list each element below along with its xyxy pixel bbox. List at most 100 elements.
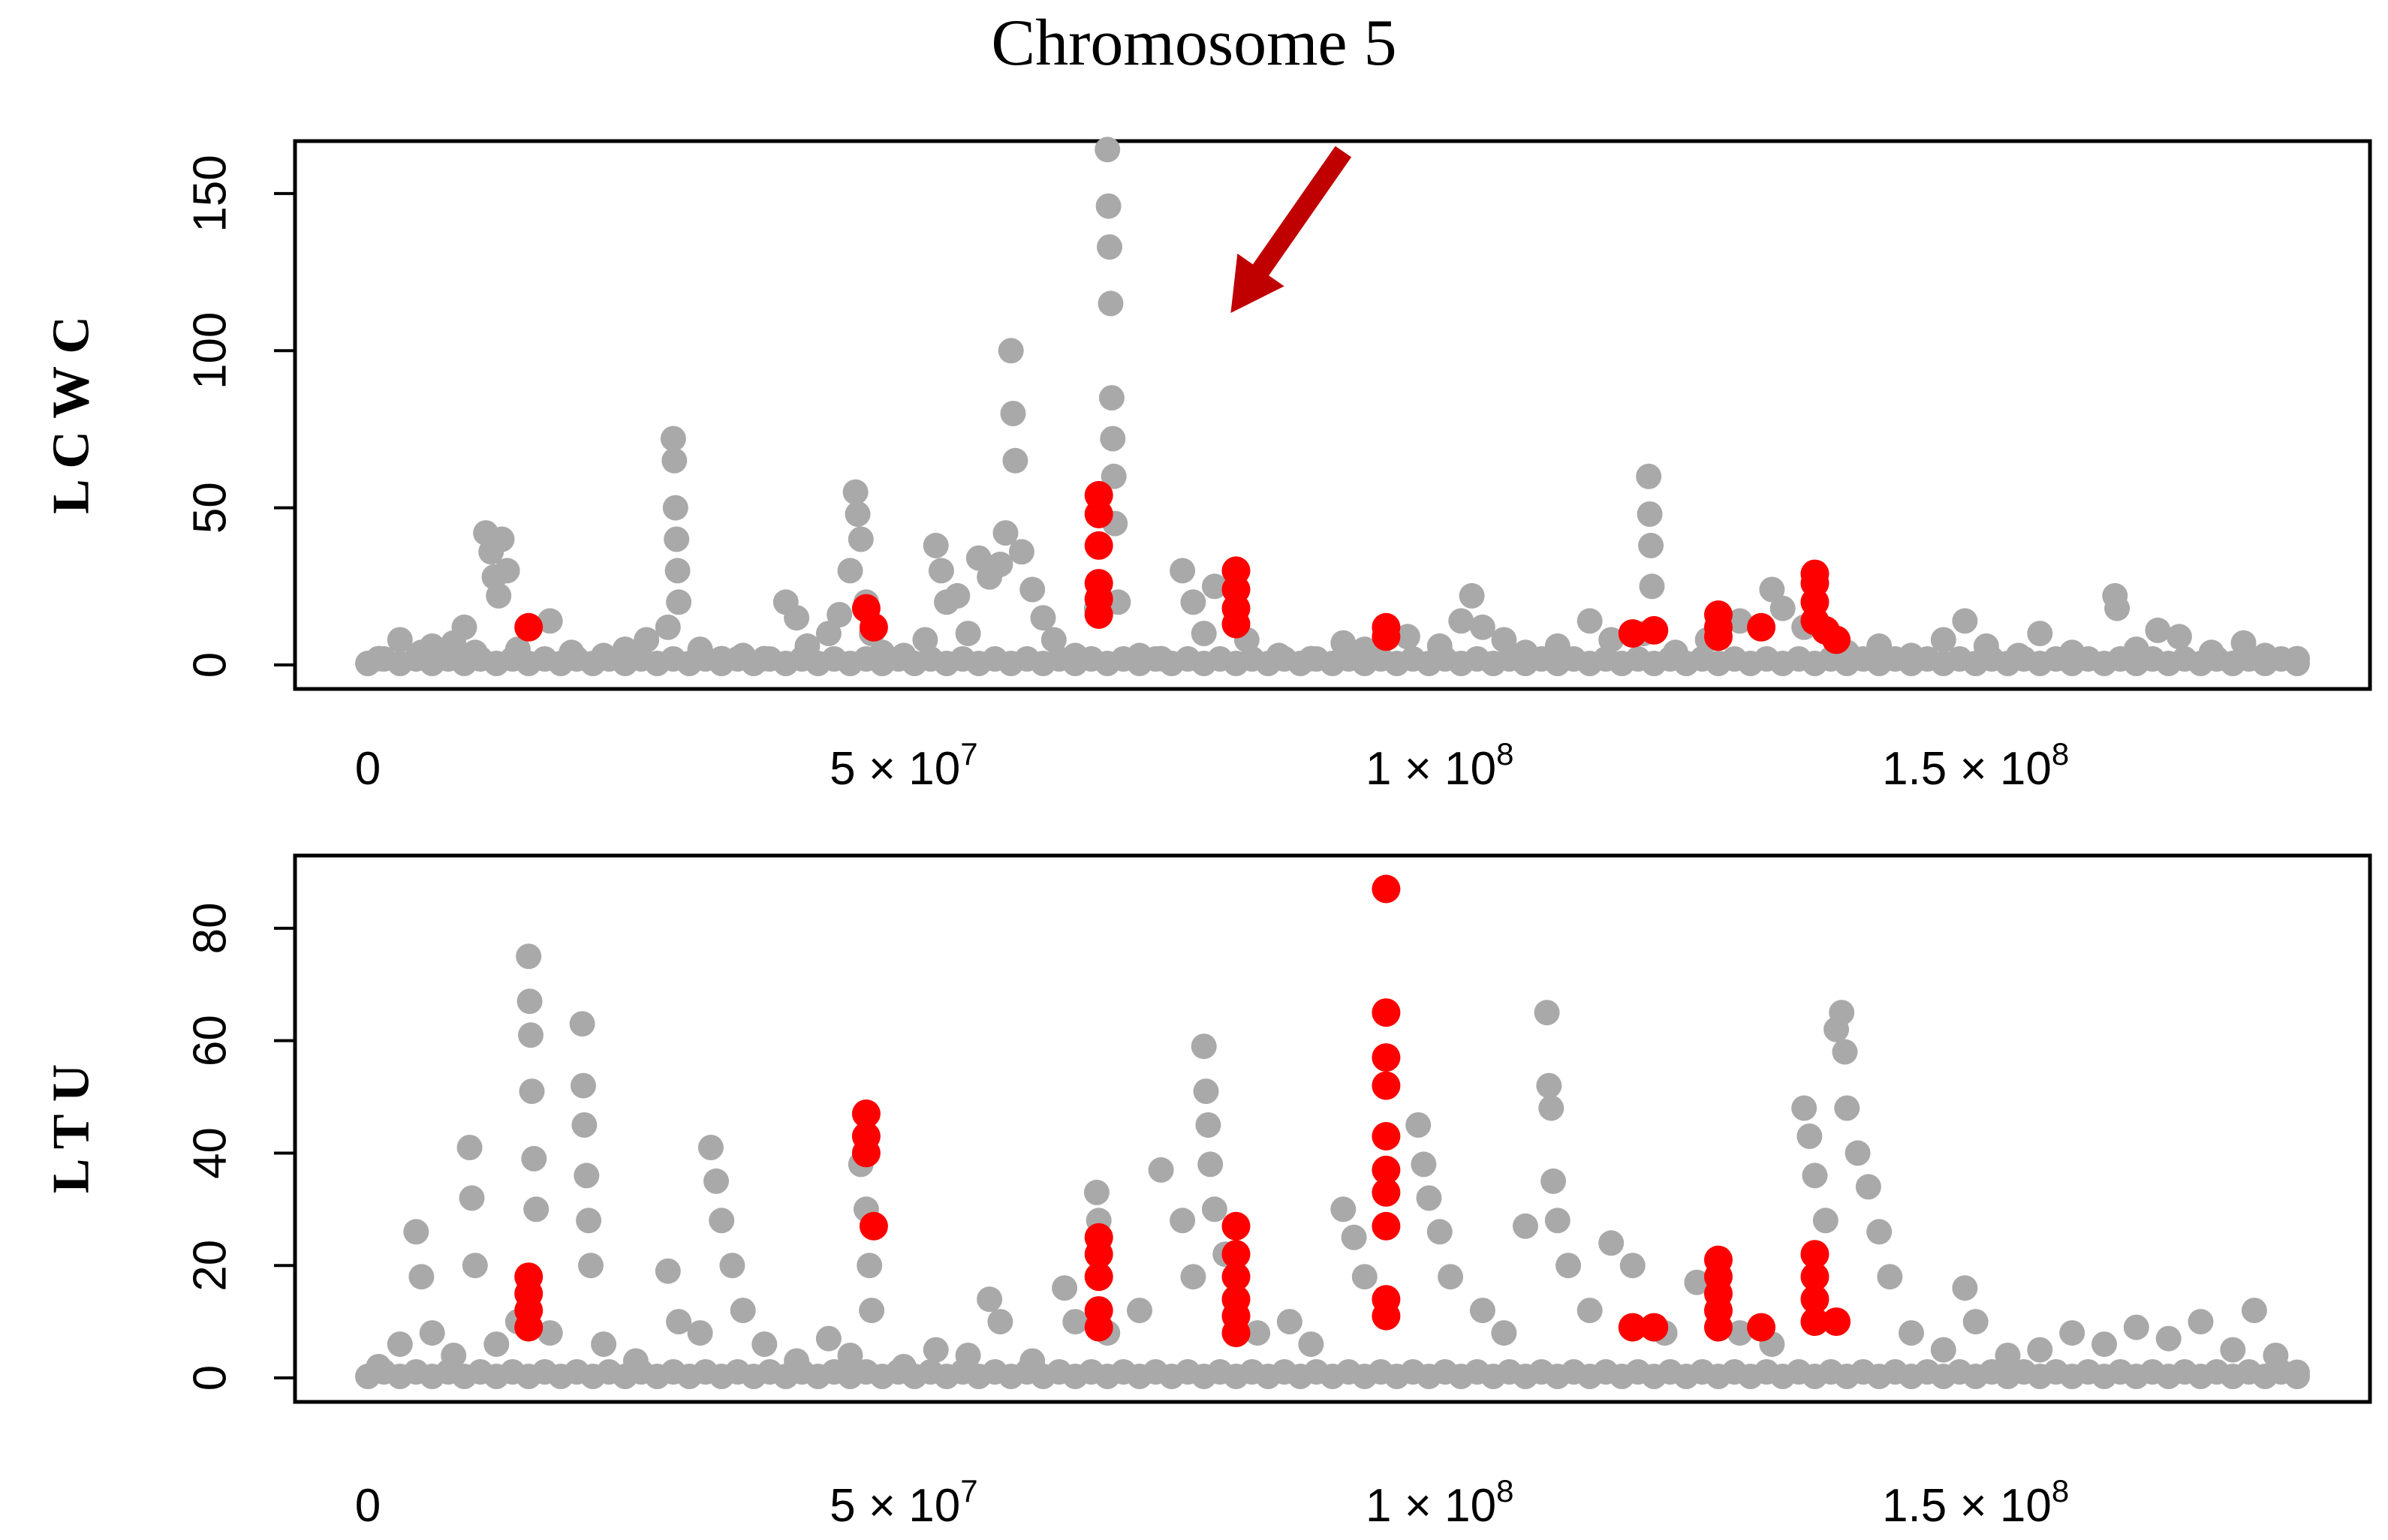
data-point-background [1866, 1219, 1893, 1245]
data-point-background [1576, 1298, 1603, 1324]
data-point-background [1416, 1185, 1442, 1211]
y-axis: 0 20 40 60 80 [185, 902, 295, 1391]
data-point-background [666, 589, 692, 615]
data-point-highlight [1372, 1043, 1401, 1072]
data-point-baseline [2284, 651, 2310, 676]
data-point-background [1637, 501, 1663, 527]
data-point-background [1438, 1264, 1464, 1290]
data-point-background [998, 338, 1024, 364]
data-point-highlight [1800, 1240, 1829, 1269]
data-point-background [521, 1145, 547, 1172]
data-point-highlight [1221, 1319, 1251, 1348]
data-point-background [703, 1168, 729, 1194]
data-point-background [815, 621, 842, 647]
data-point-highlight [1221, 1240, 1251, 1269]
data-point-highlight [1822, 625, 1851, 654]
data-point-background [2145, 617, 2171, 643]
data-point-background [912, 627, 938, 653]
data-point-background [1008, 539, 1034, 565]
data-point-background [751, 1331, 778, 1358]
data-point-highlight [1747, 1313, 1776, 1342]
data-point-background [1276, 1309, 1302, 1335]
data-point-background [387, 627, 413, 653]
data-point-highlight [1221, 1262, 1251, 1292]
data-point-background [1100, 426, 1126, 452]
data-point-background [730, 1298, 756, 1324]
data-point-background [1170, 1208, 1196, 1234]
plot-frame [293, 853, 2372, 1404]
data-point-background [2104, 595, 2131, 621]
data-point-background [1544, 1208, 1570, 1234]
data-point-highlight [1704, 1313, 1733, 1342]
data-point-background [719, 1253, 745, 1279]
data-point-background [1636, 463, 1662, 489]
data-point-background [1491, 1320, 1517, 1346]
data-point-highlight [1084, 1240, 1113, 1269]
data-point-highlight [1372, 998, 1401, 1027]
data-point-background [634, 627, 660, 653]
y-tick-label: 40 [185, 1127, 236, 1179]
data-point-background [1536, 1072, 1562, 1099]
data-point-background [837, 1343, 863, 1368]
data-point-background [1769, 595, 1796, 621]
data-point-background [1540, 1168, 1567, 1194]
data-point-background [1855, 1174, 1881, 1200]
y-tick-label: 100 [185, 312, 236, 390]
y-tick-label: 60 [185, 1015, 236, 1066]
data-point-background [2091, 1331, 2117, 1358]
data-point-background [1083, 1179, 1110, 1205]
data-point-highlight [1800, 1285, 1829, 1314]
data-point-background [1638, 532, 1664, 558]
data-point-background [1170, 558, 1196, 584]
data-point-background [486, 582, 512, 609]
data-point-highlight [1822, 1307, 1851, 1337]
data-point-background [784, 605, 810, 631]
data-point-background [1832, 1039, 1858, 1065]
data-point-highlight [1800, 1262, 1829, 1292]
data-point-background [662, 495, 688, 521]
data-point-background [516, 988, 543, 1015]
data-point-background [977, 1286, 1003, 1313]
data-point-background [1899, 1320, 1924, 1346]
y-tick-label: 0 [185, 1365, 236, 1391]
data-point-highlight [1372, 622, 1401, 651]
data-point-background [1341, 1224, 1367, 1250]
data-point-background [2123, 1314, 2149, 1340]
data-point-background [857, 1253, 883, 1279]
data-point-background [1639, 573, 1665, 600]
data-point-background [578, 1253, 604, 1279]
data-point-highlight [1640, 615, 1669, 645]
data-point-background [709, 1208, 735, 1234]
data-point-background [1534, 1000, 1560, 1026]
data-point-highlight [1084, 1313, 1113, 1342]
data-point-background [827, 602, 853, 627]
data-point-background [655, 614, 681, 640]
data-point-background [387, 1331, 413, 1358]
data-point-background [1195, 1112, 1221, 1138]
data-point-background [1812, 1208, 1838, 1234]
data-point-background [1469, 1298, 1495, 1324]
x-axis: 0 5 × 107 1 × 108 1.5 × 108 [355, 736, 2069, 795]
data-point-background [987, 552, 1013, 577]
data-point-background [1201, 573, 1227, 600]
data-point-highlight [1372, 1178, 1401, 1207]
data-point-background [537, 1320, 563, 1346]
data-point-highlight [1084, 600, 1113, 629]
data-point-background [1351, 1264, 1378, 1290]
data-point-background [1952, 1275, 1978, 1301]
data-point-background [2059, 1320, 2085, 1346]
background-series [355, 943, 2310, 1389]
data-point-background [571, 1112, 598, 1138]
data-point-background [1598, 627, 1625, 653]
data-point-background [1426, 1219, 1453, 1245]
data-point-background [1802, 1163, 1828, 1189]
data-point-background [494, 558, 520, 584]
data-point-background [1298, 1331, 1324, 1358]
data-point-highlight [1372, 874, 1401, 904]
data-point-highlight [1221, 609, 1251, 639]
data-point-background [1098, 290, 1124, 317]
data-point-highlight [1372, 1155, 1401, 1184]
data-point-background [1538, 1095, 1564, 1121]
x-axis: 0 5 × 107 1 × 108 1.5 × 108 [355, 1473, 2069, 1532]
